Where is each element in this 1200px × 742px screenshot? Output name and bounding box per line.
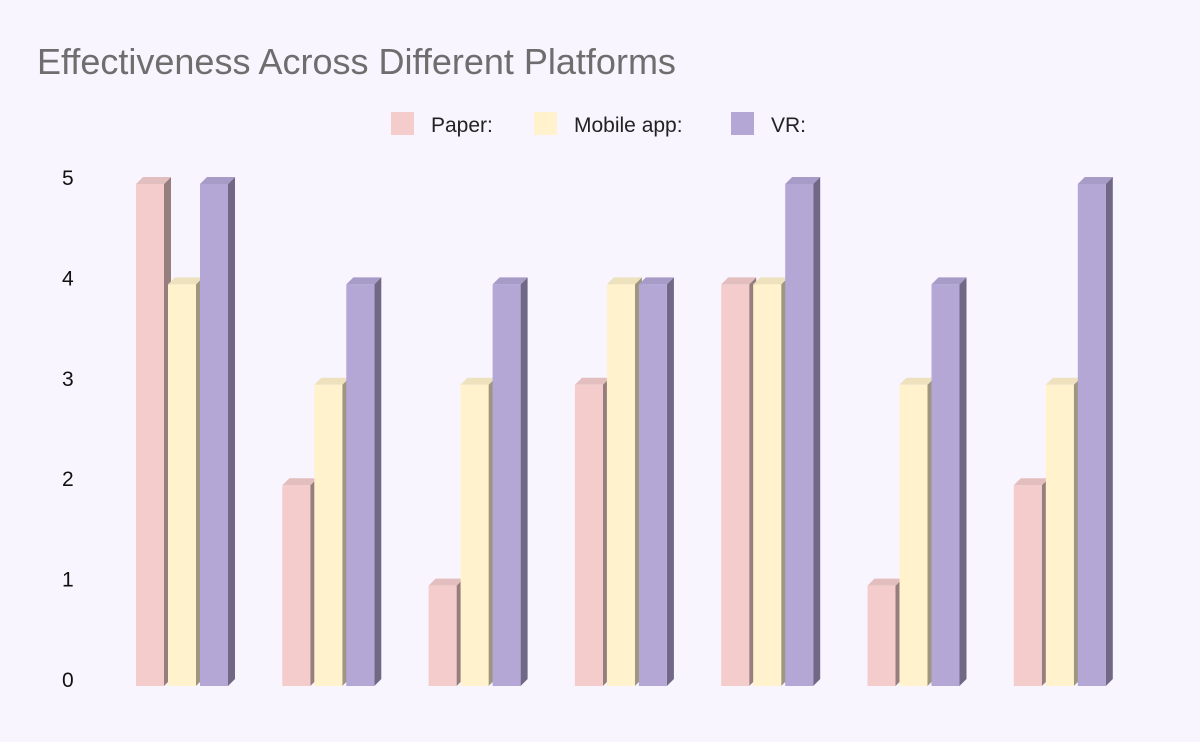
legend-label: VR: bbox=[771, 114, 806, 137]
bar bbox=[1077, 177, 1113, 686]
legend-label: Mobile app: bbox=[574, 114, 683, 137]
bar bbox=[899, 377, 935, 686]
bar bbox=[492, 277, 528, 686]
legend-swatch bbox=[534, 112, 557, 135]
bar bbox=[282, 478, 318, 686]
y-tick-label: 0 bbox=[62, 669, 74, 692]
y-tick-label: 3 bbox=[62, 368, 74, 391]
plot-area bbox=[136, 177, 1113, 686]
bar bbox=[606, 277, 642, 686]
bar bbox=[168, 277, 203, 686]
legend-label: Paper: bbox=[431, 114, 493, 137]
bar bbox=[136, 177, 171, 686]
bar bbox=[574, 377, 610, 686]
bar bbox=[785, 177, 821, 686]
bar bbox=[200, 177, 235, 686]
bar bbox=[460, 377, 496, 686]
y-tick-label: 2 bbox=[62, 468, 74, 491]
y-axis: 0 1 2 3 4 5 bbox=[62, 167, 74, 692]
bar bbox=[931, 277, 967, 686]
bar bbox=[753, 277, 789, 686]
y-tick-label: 5 bbox=[62, 167, 74, 190]
legend-swatch bbox=[731, 112, 754, 135]
bar bbox=[314, 377, 350, 686]
bar bbox=[1045, 377, 1081, 686]
bar bbox=[428, 578, 464, 686]
bar bbox=[346, 277, 382, 686]
bar bbox=[867, 578, 903, 686]
chart-legend: Paper: Mobile app: VR: bbox=[391, 112, 806, 137]
y-tick-label: 4 bbox=[62, 267, 74, 290]
y-tick-label: 1 bbox=[62, 569, 74, 592]
bar bbox=[638, 277, 674, 686]
bar bbox=[721, 277, 757, 686]
bar bbox=[1013, 478, 1049, 686]
chart-title: Effectiveness Across Different Platforms bbox=[37, 41, 676, 82]
legend-swatch bbox=[391, 112, 414, 135]
